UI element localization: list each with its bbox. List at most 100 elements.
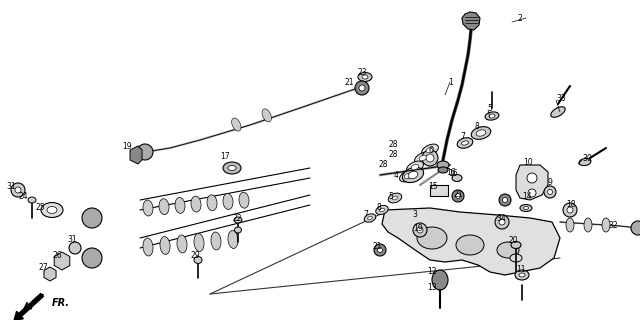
Ellipse shape — [211, 232, 221, 250]
Ellipse shape — [408, 171, 418, 179]
Text: 6: 6 — [428, 146, 433, 155]
Ellipse shape — [584, 218, 592, 232]
Ellipse shape — [524, 206, 529, 210]
Text: 26: 26 — [52, 251, 61, 260]
Ellipse shape — [437, 161, 449, 169]
Text: 28: 28 — [388, 149, 397, 158]
Ellipse shape — [519, 273, 525, 277]
Text: 22: 22 — [232, 213, 241, 222]
Ellipse shape — [438, 167, 448, 173]
Circle shape — [544, 186, 556, 198]
Ellipse shape — [415, 152, 431, 164]
Circle shape — [422, 150, 438, 166]
Ellipse shape — [510, 254, 522, 262]
Ellipse shape — [368, 216, 372, 220]
Ellipse shape — [456, 235, 484, 255]
Ellipse shape — [364, 214, 376, 222]
Text: 24: 24 — [18, 191, 28, 201]
Text: 19: 19 — [122, 141, 132, 150]
Ellipse shape — [47, 206, 57, 213]
Circle shape — [527, 173, 537, 183]
Circle shape — [82, 208, 102, 228]
Ellipse shape — [392, 196, 397, 200]
Text: 3: 3 — [412, 210, 417, 219]
Text: 16: 16 — [448, 169, 458, 178]
Text: 10: 10 — [523, 157, 532, 166]
Circle shape — [631, 221, 640, 235]
Polygon shape — [516, 165, 548, 200]
Ellipse shape — [520, 204, 532, 212]
Text: 34: 34 — [496, 213, 506, 222]
Text: 8: 8 — [474, 122, 479, 131]
Ellipse shape — [566, 218, 574, 232]
Text: 25: 25 — [35, 203, 45, 212]
Ellipse shape — [602, 218, 610, 232]
Ellipse shape — [194, 234, 204, 252]
Ellipse shape — [489, 114, 495, 118]
Ellipse shape — [432, 270, 448, 290]
Ellipse shape — [567, 207, 573, 213]
Text: 17: 17 — [220, 151, 230, 161]
Circle shape — [374, 244, 386, 256]
Ellipse shape — [388, 193, 402, 203]
Ellipse shape — [223, 194, 233, 210]
Text: 28: 28 — [378, 159, 387, 169]
Ellipse shape — [160, 236, 170, 254]
Text: 19: 19 — [413, 223, 422, 233]
Circle shape — [137, 144, 153, 160]
Circle shape — [82, 248, 102, 268]
Ellipse shape — [471, 127, 491, 139]
Ellipse shape — [417, 227, 423, 233]
Text: 23: 23 — [357, 68, 367, 76]
Circle shape — [15, 187, 21, 193]
Circle shape — [69, 242, 81, 254]
Text: 29: 29 — [190, 252, 200, 260]
Text: 15: 15 — [428, 181, 438, 190]
Ellipse shape — [358, 73, 372, 82]
Ellipse shape — [417, 227, 447, 249]
Ellipse shape — [228, 230, 238, 248]
Ellipse shape — [143, 238, 153, 256]
Ellipse shape — [485, 112, 499, 120]
Circle shape — [452, 190, 464, 202]
Ellipse shape — [497, 242, 519, 258]
Text: 21: 21 — [453, 189, 463, 198]
Ellipse shape — [362, 75, 368, 79]
Ellipse shape — [228, 165, 236, 171]
Ellipse shape — [426, 147, 434, 153]
Ellipse shape — [563, 203, 577, 217]
Text: 27: 27 — [38, 263, 47, 273]
Text: 18: 18 — [566, 199, 575, 209]
Circle shape — [378, 247, 383, 252]
Circle shape — [547, 189, 552, 195]
Text: 21: 21 — [344, 77, 353, 86]
Ellipse shape — [28, 197, 36, 203]
Ellipse shape — [399, 170, 417, 182]
Ellipse shape — [159, 199, 169, 215]
Ellipse shape — [207, 195, 217, 211]
Text: 31: 31 — [67, 235, 77, 244]
Circle shape — [359, 85, 365, 91]
Ellipse shape — [191, 196, 201, 212]
Text: 1: 1 — [448, 77, 452, 86]
Ellipse shape — [419, 155, 427, 161]
Text: 16: 16 — [446, 167, 456, 177]
Ellipse shape — [452, 174, 462, 181]
Text: 8: 8 — [376, 203, 381, 212]
Ellipse shape — [234, 217, 242, 223]
Text: 2: 2 — [518, 13, 523, 22]
Text: 28: 28 — [388, 140, 397, 148]
Ellipse shape — [239, 192, 249, 208]
Polygon shape — [130, 146, 142, 164]
Text: 32: 32 — [608, 220, 618, 229]
Text: 14: 14 — [522, 191, 532, 201]
Ellipse shape — [175, 197, 185, 213]
Ellipse shape — [143, 200, 153, 216]
Circle shape — [502, 197, 508, 203]
Ellipse shape — [413, 223, 427, 237]
Circle shape — [499, 194, 511, 206]
Ellipse shape — [515, 270, 529, 280]
Text: 31: 31 — [6, 181, 15, 190]
Ellipse shape — [262, 109, 271, 122]
Ellipse shape — [41, 203, 63, 218]
